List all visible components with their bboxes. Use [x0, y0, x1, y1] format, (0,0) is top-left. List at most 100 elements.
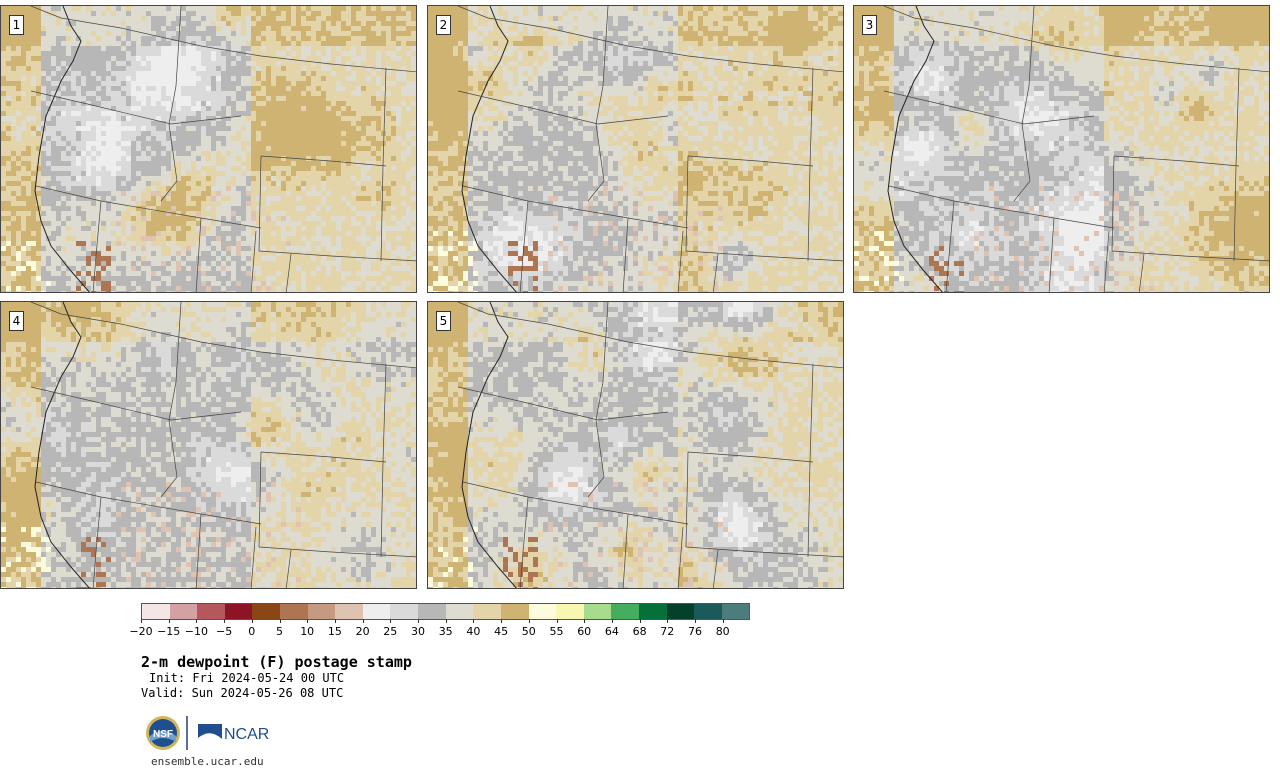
- colorbar-tick: [473, 619, 475, 623]
- colorbar-tick: [362, 619, 364, 623]
- state-border: [1111, 155, 1115, 252]
- colorbar-segment: [252, 604, 281, 619]
- dewpoint-field: [854, 6, 1269, 292]
- colorbar-tick: [501, 619, 503, 623]
- state-border: [30, 90, 242, 125]
- colorbar-segment: [362, 604, 391, 619]
- colorbar-tick-label: 5: [276, 625, 283, 638]
- colorbar-segment: [694, 604, 722, 619]
- member-number-label: 2: [436, 15, 451, 35]
- coastline: [34, 302, 90, 588]
- dewpoint-field: [428, 6, 843, 292]
- colorbar-tick-label: −10: [185, 625, 208, 638]
- state-border: [258, 155, 262, 252]
- state-border: [1013, 123, 1031, 202]
- state-border: [380, 67, 387, 262]
- colorbar-tick-label: 76: [688, 625, 702, 638]
- state-border: [687, 451, 814, 463]
- state-border: [1021, 6, 1035, 125]
- colorbar-segment: [307, 604, 336, 619]
- state-border: [195, 513, 202, 588]
- colorbar-tick: [251, 619, 253, 623]
- state-border: [1233, 67, 1240, 262]
- member-number-label: 4: [9, 311, 24, 331]
- logos: NSF NCAR: [144, 712, 279, 754]
- colorbar-tick: [639, 619, 641, 623]
- state-border: [587, 123, 605, 202]
- colorbar-segment: [500, 604, 529, 619]
- state-border: [883, 6, 1269, 73]
- nsf-logo-icon: NSF: [146, 716, 180, 750]
- coastline: [887, 6, 943, 292]
- colorbar-tick-label: 0: [248, 625, 255, 638]
- state-border: [712, 253, 719, 292]
- colorbar-segment: [197, 604, 225, 619]
- dewpoint-colorbar: [141, 603, 751, 620]
- colorbar-tick-label: 10: [300, 625, 314, 638]
- state-border: [457, 302, 843, 369]
- state-border: [587, 419, 605, 498]
- state-border: [380, 363, 387, 558]
- state-border: [30, 6, 416, 73]
- ensemble-member-map-5: 5: [427, 301, 844, 589]
- ncar-logo-icon: NCAR: [198, 724, 269, 743]
- valid-time: Valid: Sun 2024-05-26 08 UTC: [141, 686, 343, 700]
- state-border: [883, 90, 1095, 125]
- state-border: [457, 386, 669, 421]
- state-border: [685, 250, 843, 262]
- colorbar-tick: [141, 619, 142, 623]
- state-border: [712, 549, 719, 588]
- colorbar-labels: −20 −15 −10 −5 0 5 10 15 20 25 30 35 40 45 50 55 60 64 68 7…: [129, 625, 761, 639]
- state-border: [1138, 253, 1145, 292]
- colorbar-tick-label: −20: [129, 625, 152, 638]
- ensemble-member-map-4: 4: [0, 301, 417, 589]
- state-border: [685, 155, 689, 252]
- footer-url: ensemble.ucar.edu: [151, 755, 264, 768]
- state-border: [888, 185, 1115, 229]
- colorbar-tick-label: 20: [356, 625, 370, 638]
- dewpoint-field: [428, 302, 843, 588]
- colorbar-tick: [418, 619, 419, 623]
- member-number-label: 3: [862, 15, 877, 35]
- state-border: [168, 302, 182, 421]
- colorbar-tick: [445, 619, 447, 623]
- state-border: [260, 155, 387, 167]
- state-border: [258, 546, 416, 558]
- colorbar-segment: [638, 604, 667, 619]
- colorbar-tick-label: 25: [383, 625, 397, 638]
- state-border: [35, 481, 262, 525]
- colorbar-tick-label: 40: [466, 625, 480, 638]
- colorbar-segment: [390, 604, 419, 619]
- state-border: [677, 526, 684, 588]
- colorbar-tick-label: 50: [522, 625, 536, 638]
- state-border: [258, 250, 416, 262]
- state-border: [945, 200, 955, 292]
- init-time: Init: Fri 2024-05-24 00 UTC: [149, 671, 344, 685]
- dewpoint-field: [1, 302, 416, 588]
- colorbar-segment: [445, 604, 474, 619]
- colorbar-tick-label: 80: [716, 625, 730, 638]
- colorbar-tick: [556, 619, 558, 623]
- state-border: [519, 200, 529, 292]
- colorbar-tick: [307, 619, 309, 623]
- ensemble-member-map-3: 3: [853, 5, 1270, 293]
- state-border: [685, 451, 689, 548]
- colorbar-tick: [196, 619, 198, 623]
- colorbar-segment: [721, 604, 750, 619]
- state-border: [35, 185, 262, 229]
- colorbar-tick: [224, 619, 226, 623]
- colorbar-ticks: [141, 619, 761, 624]
- colorbar-tick: [528, 619, 530, 623]
- product-title: 2-m dewpoint (F) postage stamp: [141, 653, 412, 671]
- state-border: [687, 155, 814, 167]
- state-border: [168, 6, 182, 125]
- colorbar-segment: [224, 604, 253, 619]
- colorbar-tick: [390, 619, 392, 623]
- state-border: [462, 185, 689, 229]
- member-number-label: 1: [9, 15, 24, 35]
- colorbar-segment: [473, 604, 501, 619]
- state-border: [250, 526, 257, 588]
- state-border: [260, 451, 387, 463]
- coastline: [34, 6, 90, 292]
- state-border: [595, 302, 609, 421]
